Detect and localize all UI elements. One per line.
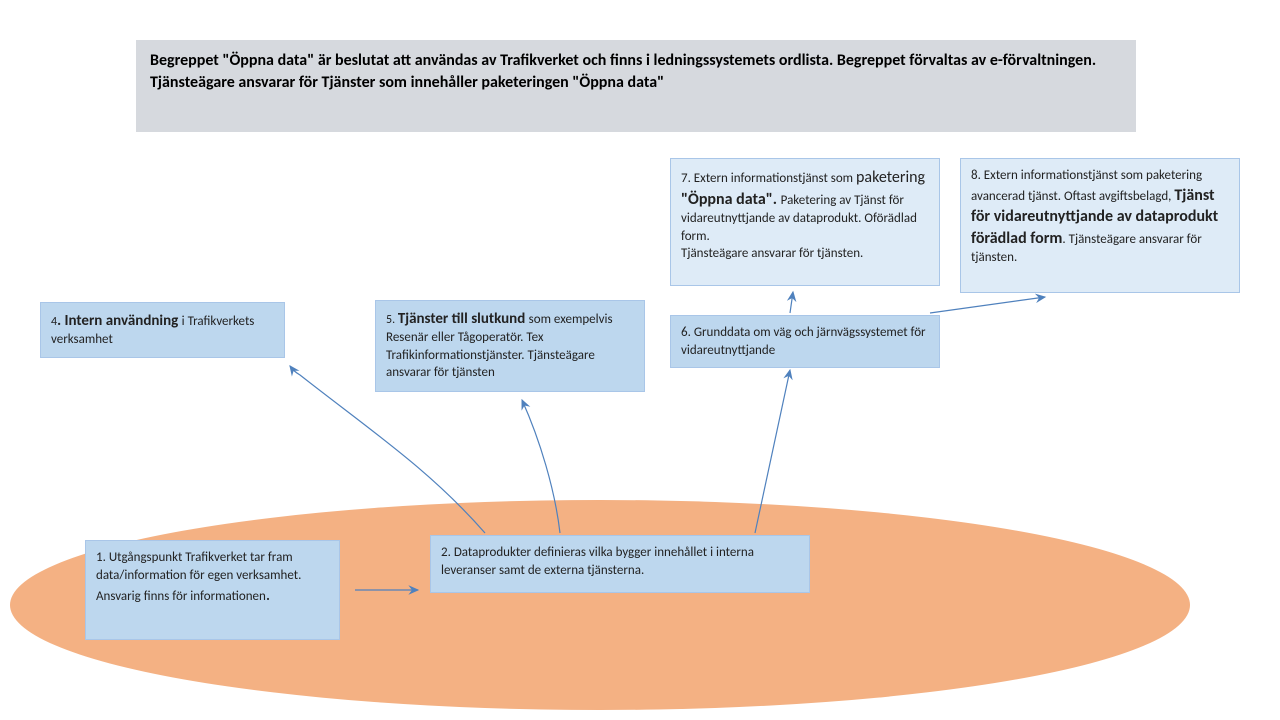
header-description: Begreppet "Öppna data" är beslutat att a…	[136, 40, 1136, 132]
a6to8	[930, 297, 1045, 313]
diagram-canvas: Begreppet "Öppna data" är beslutat att a…	[0, 0, 1280, 720]
node-5-end-customer-services: 5. Tjänster till slutkund som exempelvis…	[375, 300, 645, 392]
a6to7	[790, 292, 793, 313]
node-1-starting-point: 1. Utgångspunkt Trafikverket tar fram da…	[85, 540, 340, 640]
node-4-internal-use: 4. Intern användning i Trafikverkets ver…	[40, 302, 285, 358]
node-8-advanced-service: 8. Extern informationstjänst som paketer…	[960, 158, 1240, 293]
node-7-open-data-packaging: 7. Extern informationstjänst som paketer…	[670, 158, 940, 286]
node-2-data-products: 2. Dataprodukter definieras vilka bygger…	[430, 535, 810, 593]
node-6-base-data: 6. Grunddata om väg och järnvägssystemet…	[670, 315, 940, 368]
header-text: Begreppet "Öppna data" är beslutat att a…	[150, 51, 1096, 92]
